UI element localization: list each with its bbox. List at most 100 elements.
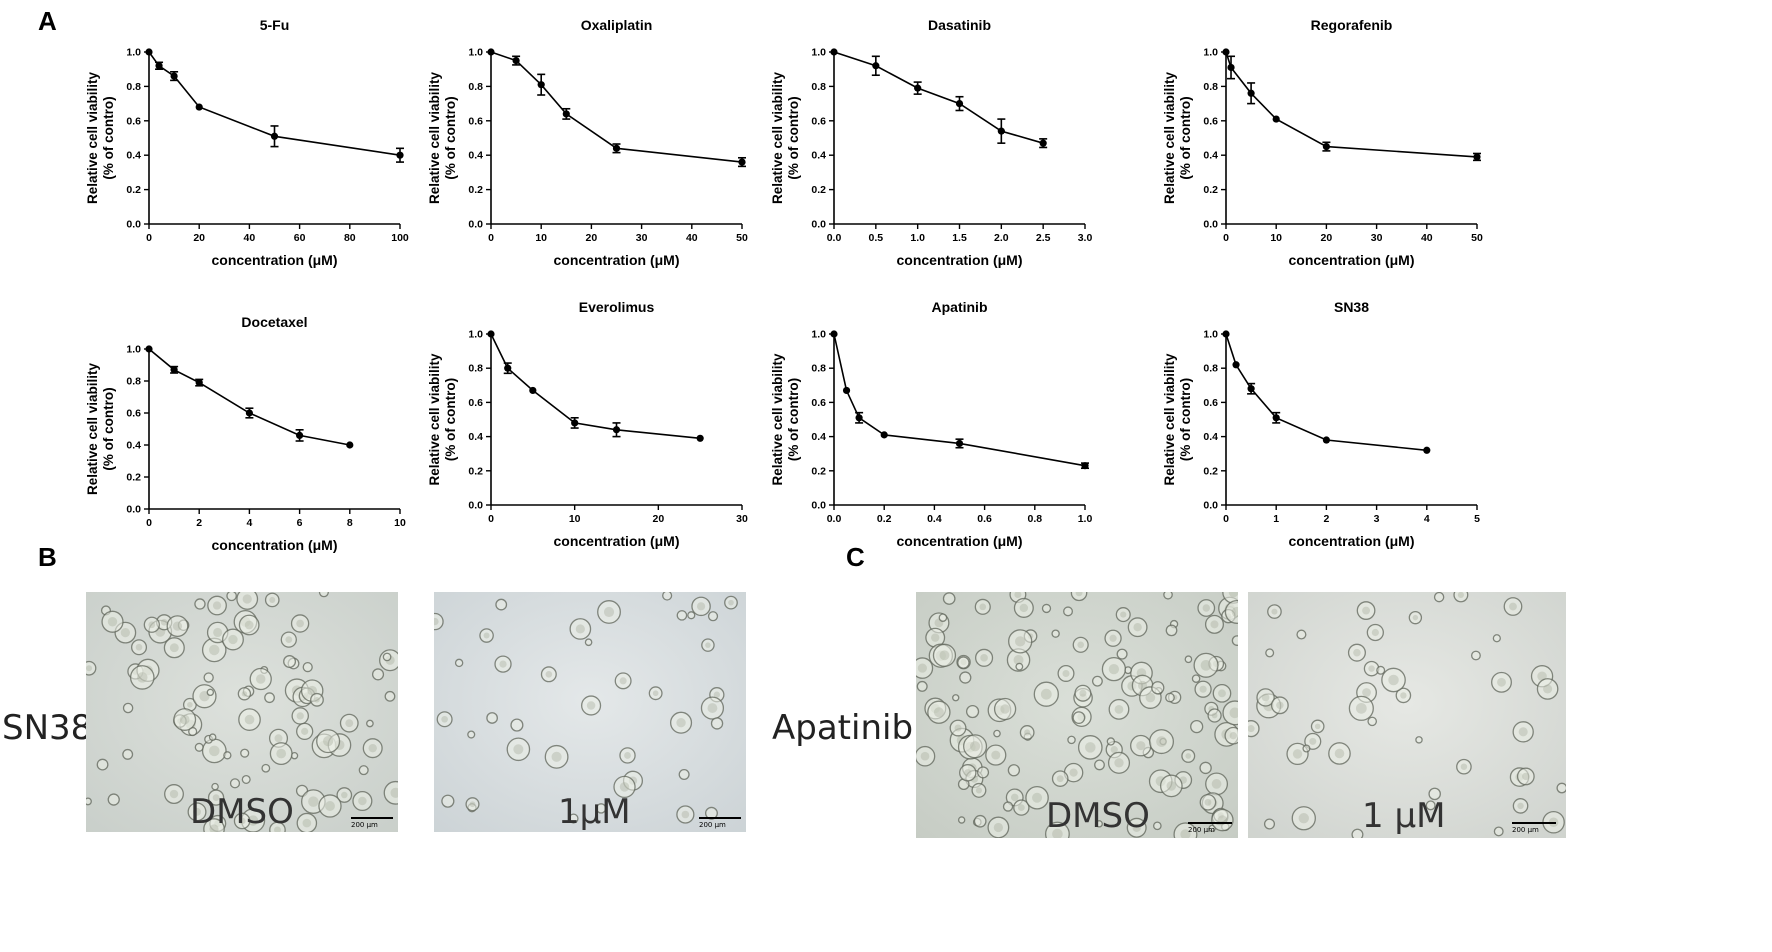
y-tick-label: 0.4 — [126, 440, 141, 452]
cell-nucleus — [1145, 692, 1156, 703]
cell — [226, 592, 237, 602]
cell — [916, 745, 936, 767]
y-axis-label: (% of contro) — [443, 378, 458, 461]
cell — [1512, 798, 1529, 814]
data-point — [997, 127, 1005, 135]
cell-nucleus — [1210, 620, 1219, 629]
cell — [261, 763, 271, 773]
cell-nucleus — [1014, 592, 1022, 599]
x-axis-label: concentration (μM) — [553, 533, 679, 549]
data-point — [504, 364, 512, 372]
cell — [916, 657, 934, 679]
cell — [207, 595, 227, 616]
cell — [1070, 592, 1088, 602]
data-point — [1247, 385, 1255, 393]
y-tick-label: 0.2 — [468, 184, 483, 196]
cell — [1193, 652, 1219, 678]
x-tick-label: 0.6 — [977, 513, 992, 525]
cell-nucleus — [179, 714, 190, 725]
data-point — [738, 158, 746, 166]
y-tick-label: 1.0 — [811, 329, 826, 341]
scale-bar-label: 200 μm — [699, 821, 726, 829]
y-tick-label: 0.6 — [126, 115, 141, 127]
cell — [383, 780, 398, 805]
cell — [963, 734, 988, 759]
cell — [1106, 737, 1116, 746]
data-point — [612, 426, 621, 434]
cell — [670, 711, 693, 734]
x-tick-label: 2.0 — [994, 232, 1009, 244]
row-label-sn38: SN38 — [2, 708, 93, 748]
cell-nucleus — [1229, 707, 1238, 719]
data-point — [1272, 115, 1280, 123]
y-tick-label: 0.0 — [126, 219, 141, 231]
cell-nucleus — [434, 617, 439, 626]
cell — [129, 665, 155, 690]
cell — [339, 713, 359, 733]
cell — [194, 742, 204, 752]
cell — [1008, 629, 1033, 654]
cell — [1351, 828, 1364, 838]
cell-nucleus — [954, 724, 962, 732]
cell — [166, 615, 189, 638]
cell — [971, 782, 987, 798]
cell-nucleus — [212, 601, 222, 610]
cell-nucleus — [1132, 823, 1141, 832]
data-point — [1423, 446, 1431, 454]
y-tick-label: 0.2 — [1203, 465, 1218, 477]
cell — [1256, 688, 1275, 707]
cell-nucleus — [390, 787, 398, 798]
cell — [1019, 725, 1035, 740]
cell-nucleus — [939, 650, 950, 661]
x-tick-label: 20 — [1321, 232, 1333, 244]
data-point — [1247, 89, 1255, 97]
cell — [1116, 648, 1128, 660]
cell — [987, 816, 1010, 838]
y-tick-label: 0.4 — [811, 431, 826, 443]
cell — [916, 680, 928, 692]
cell — [701, 638, 715, 652]
cell-nucleus — [212, 794, 220, 801]
cell — [957, 656, 970, 669]
cell — [494, 655, 512, 673]
chart-5-fu: 5-Fu 0.0 0.2 0.4 0.6 0.8 1.0 0 20 40 60 80 100 concen… — [85, 17, 409, 268]
cell — [1063, 606, 1073, 617]
cell-nucleus — [676, 718, 686, 728]
cell — [143, 616, 160, 633]
y-axis-label: Relative cell viability — [427, 353, 442, 486]
cell — [1163, 592, 1173, 600]
cell-nucleus — [247, 815, 259, 826]
cell-nucleus — [713, 691, 720, 698]
cell — [495, 598, 508, 611]
y-tick-label: 0.4 — [811, 150, 826, 162]
cell-nucleus — [228, 634, 238, 645]
cell — [86, 797, 92, 806]
cell-nucleus — [624, 752, 631, 759]
cell — [1033, 681, 1059, 707]
x-tick-label: 1.0 — [910, 232, 925, 244]
series-line — [490, 51, 743, 163]
cell — [86, 660, 97, 676]
cell — [1433, 592, 1445, 603]
cell-nucleus — [209, 824, 219, 832]
cell — [1536, 678, 1559, 700]
cell — [700, 696, 725, 720]
x-tick-label: 20 — [193, 232, 205, 244]
x-tick-label: 10 — [1270, 232, 1282, 244]
cell — [705, 806, 718, 820]
cell — [236, 592, 259, 610]
cell — [122, 702, 134, 714]
cell-nucleus — [255, 674, 266, 684]
cell — [1191, 674, 1201, 683]
x-tick-label: 10 — [394, 517, 406, 529]
cell-nucleus — [1166, 781, 1177, 791]
cell — [687, 611, 696, 620]
cell-nucleus — [1518, 727, 1528, 737]
chart-title: Dasatinib — [928, 17, 991, 33]
cell — [1041, 603, 1052, 614]
chart-title: Docetaxel — [241, 314, 307, 330]
cell — [194, 598, 206, 610]
y-tick-label: 0.4 — [468, 431, 483, 443]
cell-nucleus — [1362, 688, 1371, 697]
cell-nucleus — [325, 801, 335, 811]
